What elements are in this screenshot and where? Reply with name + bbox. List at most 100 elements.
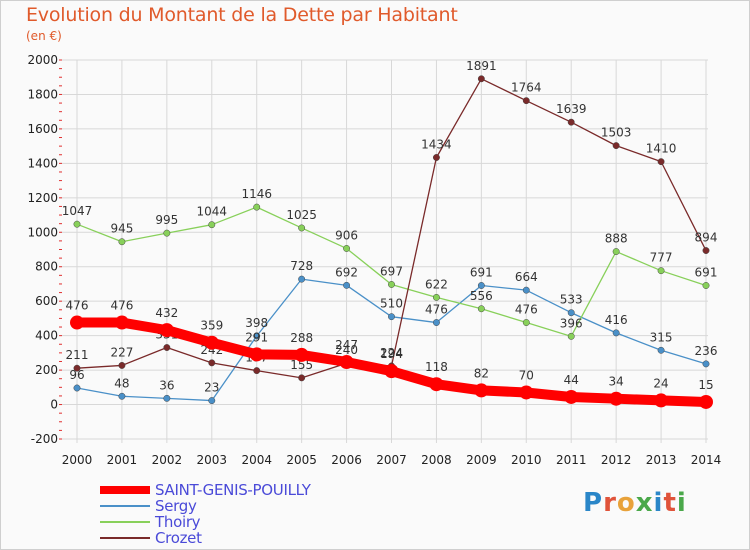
data-point xyxy=(702,282,710,289)
data-point xyxy=(657,158,665,166)
x-tick-label: 2006 xyxy=(331,453,362,467)
data-label: 315 xyxy=(650,330,673,344)
legend-label: SAINT-GENIS-POUILLY xyxy=(155,481,311,499)
data-point xyxy=(657,267,665,275)
y-tick-label: 1200 xyxy=(27,191,58,205)
data-point xyxy=(432,319,440,326)
data-label: 1639 xyxy=(556,102,587,116)
data-label: 155 xyxy=(290,358,313,372)
data-point xyxy=(657,346,665,354)
data-label: 236 xyxy=(695,344,718,358)
data-label: 24 xyxy=(653,376,668,390)
data-label: 291 xyxy=(245,330,268,344)
data-point xyxy=(118,238,126,246)
logo-letter: i xyxy=(676,488,687,518)
data-label: 728 xyxy=(290,259,313,273)
data-label: 1146 xyxy=(241,187,272,201)
x-tick-label: 2004 xyxy=(241,453,272,467)
data-point xyxy=(253,332,261,340)
data-label: 194 xyxy=(380,347,403,361)
data-point xyxy=(114,315,129,330)
x-tick-label: 2002 xyxy=(152,453,183,467)
data-point xyxy=(564,389,579,404)
data-point xyxy=(699,394,713,409)
x-tick-label: 2001 xyxy=(107,453,138,467)
data-label: 476 xyxy=(66,299,89,313)
data-point xyxy=(253,367,261,375)
data-label: 533 xyxy=(560,293,583,307)
data-label: 556 xyxy=(470,289,493,303)
data-point xyxy=(654,393,669,408)
legend-swatch xyxy=(100,486,150,494)
data-label: 48 xyxy=(114,376,129,390)
data-point xyxy=(432,154,440,161)
data-point xyxy=(702,247,710,254)
data-point xyxy=(343,281,351,289)
data-label: 692 xyxy=(335,265,358,279)
data-label: 227 xyxy=(110,345,133,359)
logo-letter: x xyxy=(635,488,654,518)
data-point xyxy=(343,245,351,252)
data-label: 398 xyxy=(245,316,268,330)
data-point xyxy=(388,313,395,321)
y-tick-label: 400 xyxy=(35,329,58,343)
data-label: 906 xyxy=(335,228,358,242)
data-label: 359 xyxy=(200,319,223,333)
data-point xyxy=(70,315,84,330)
data-point xyxy=(204,335,219,350)
data-point xyxy=(522,319,530,326)
proxiti-logo: Proxiti xyxy=(583,488,687,518)
data-label: 240 xyxy=(335,343,358,357)
data-point xyxy=(522,97,530,105)
data-label: 888 xyxy=(605,232,628,246)
data-point xyxy=(163,344,171,351)
logo-letter: P xyxy=(583,488,604,518)
data-label: 476 xyxy=(110,299,133,313)
data-point xyxy=(612,248,620,256)
data-label: 1044 xyxy=(197,205,228,219)
data-label: 36 xyxy=(159,378,174,392)
logo-letter: o xyxy=(616,488,636,518)
data-label: 777 xyxy=(650,251,673,265)
data-point xyxy=(388,281,395,288)
data-label: 82 xyxy=(474,366,489,380)
data-label: 1434 xyxy=(421,138,452,152)
data-point xyxy=(519,385,534,400)
data-label: 432 xyxy=(155,306,178,320)
data-point xyxy=(208,221,216,229)
data-point xyxy=(208,359,216,367)
data-label: 476 xyxy=(425,303,448,317)
x-tick-label: 2007 xyxy=(376,453,407,467)
data-label: 247 xyxy=(335,338,358,352)
data-point xyxy=(612,142,620,150)
data-point xyxy=(432,293,440,301)
y-tick-label: 2000 xyxy=(27,53,58,67)
data-point xyxy=(294,347,309,362)
x-tick-label: 2003 xyxy=(197,453,228,467)
data-point xyxy=(567,118,575,126)
y-tick-label: 800 xyxy=(35,260,58,274)
data-point xyxy=(159,323,174,338)
data-point xyxy=(477,305,485,313)
data-point xyxy=(567,309,575,317)
data-point xyxy=(73,384,81,392)
y-tick-label: -200 xyxy=(31,432,58,446)
y-tick-label: 0 xyxy=(50,398,58,412)
logo-letter: i xyxy=(653,488,664,518)
data-point xyxy=(298,374,306,382)
y-tick-label: 1800 xyxy=(27,87,58,101)
legend-swatch xyxy=(100,521,150,523)
legend-label: Thoiry xyxy=(155,513,201,531)
data-point xyxy=(208,397,216,405)
data-label: 118 xyxy=(425,360,448,374)
data-point xyxy=(609,391,624,406)
data-point xyxy=(73,220,81,228)
data-label: 476 xyxy=(515,303,538,317)
data-label: 697 xyxy=(380,264,403,278)
y-tick-label: 1600 xyxy=(27,122,58,136)
data-label: 1025 xyxy=(286,208,317,222)
data-label: 691 xyxy=(695,266,718,280)
data-label: 211 xyxy=(66,348,89,362)
data-point xyxy=(477,75,485,83)
